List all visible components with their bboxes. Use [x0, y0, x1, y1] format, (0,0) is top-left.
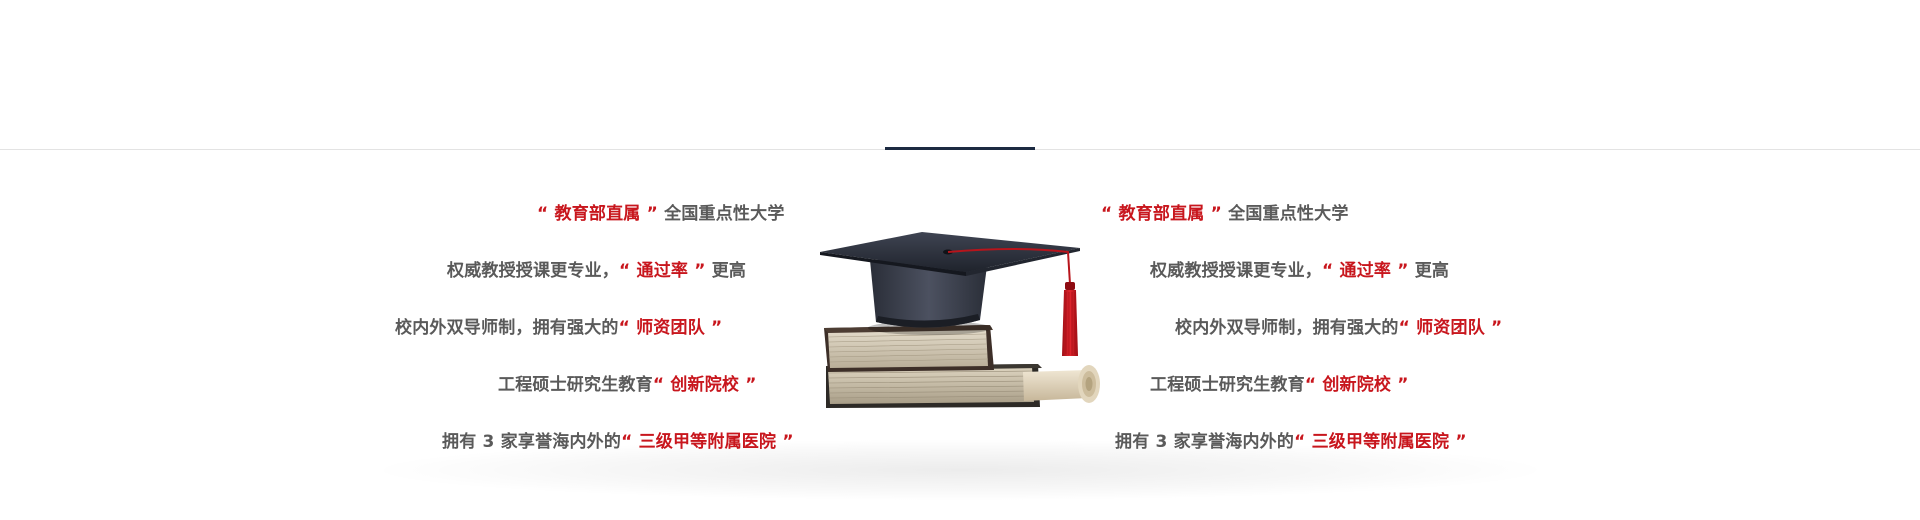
- feature-highlight: 创新院校: [1322, 375, 1392, 395]
- quote-open: “: [621, 432, 633, 452]
- quote-open: “: [1101, 204, 1113, 224]
- feature-highlight: 三级甲等附属医院: [638, 432, 777, 452]
- feature-highlight: 教育部直属: [1118, 204, 1205, 224]
- quote-close: ”: [1210, 204, 1222, 224]
- feature-highlight: 教育部直属: [554, 204, 641, 224]
- graduation-cap-on-books-icon: [818, 222, 1108, 417]
- feature-post: 更高: [711, 261, 747, 281]
- feature-highlight: 师资团队: [1416, 318, 1485, 338]
- feature-right-3: 校内外双导师制，拥有强大的“ 师资团队 ”: [1175, 317, 1502, 339]
- feature-highlight: 通过率: [636, 261, 689, 281]
- feature-highlight: 通过率: [1339, 261, 1392, 281]
- quote-close: ”: [711, 318, 723, 338]
- feature-post: 全国重点性大学: [1228, 204, 1349, 224]
- feature-left-4: 工程硕士研究生教育“ 创新院校 ”: [498, 374, 757, 396]
- quote-close: ”: [1455, 432, 1467, 452]
- feature-highlight: 创新院校: [670, 375, 740, 395]
- quote-close: ”: [694, 261, 706, 281]
- feature-post: 全国重点性大学: [664, 204, 785, 224]
- feature-pre: 拥有 3 家享誉海内外的: [1115, 432, 1295, 452]
- feature-post: 更高: [1414, 261, 1450, 281]
- quote-open: “: [537, 204, 549, 224]
- floor-shadow: [380, 440, 1540, 500]
- quote-open: “: [1398, 318, 1410, 338]
- feature-left-5: 拥有 3 家享誉海内外的“ 三级甲等附属医院 ”: [442, 431, 794, 453]
- quote-close: ”: [646, 204, 658, 224]
- feature-left-3: 校内外双导师制，拥有强大的“ 师资团队 ”: [395, 317, 722, 339]
- quote-close: ”: [1397, 261, 1409, 281]
- feature-right-4: 工程硕士研究生教育“ 创新院校 ”: [1150, 374, 1409, 396]
- feature-highlight: 三级甲等附属医院: [1311, 432, 1450, 452]
- quote-close: ”: [1491, 318, 1503, 338]
- quote-close: ”: [1397, 375, 1409, 395]
- feature-pre: 拥有 3 家享誉海内外的: [442, 432, 622, 452]
- feature-pre: 权威教授授课更专业，: [447, 261, 619, 281]
- feature-pre: 校内外双导师制，拥有强大的: [1175, 318, 1399, 338]
- quote-open: “: [619, 261, 631, 281]
- quote-open: “: [618, 318, 630, 338]
- feature-left-1: “ 教育部直属 ” 全国重点性大学: [537, 203, 785, 225]
- quote-open: “: [1322, 261, 1334, 281]
- feature-pre: 工程硕士研究生教育: [498, 375, 653, 395]
- quote-close: ”: [745, 375, 757, 395]
- quote-close: ”: [782, 432, 794, 452]
- feature-left-2: 权威教授授课更专业，“ 通过率 ” 更高: [447, 260, 746, 282]
- feature-pre: 校内外双导师制，拥有强大的: [395, 318, 619, 338]
- feature-pre: 工程硕士研究生教育: [1150, 375, 1305, 395]
- feature-highlight: 师资团队: [636, 318, 705, 338]
- section-divider-accent: [885, 147, 1035, 150]
- feature-right-2: 权威教授授课更专业，“ 通过率 ” 更高: [1150, 260, 1449, 282]
- quote-open: “: [1304, 375, 1317, 395]
- feature-right-1: “ 教育部直属 ” 全国重点性大学: [1101, 203, 1349, 225]
- quote-open: “: [1294, 432, 1306, 452]
- feature-right-5: 拥有 3 家享誉海内外的“ 三级甲等附属医院 ”: [1115, 431, 1467, 453]
- feature-pre: 权威教授授课更专业，: [1150, 261, 1322, 281]
- quote-open: “: [652, 375, 665, 395]
